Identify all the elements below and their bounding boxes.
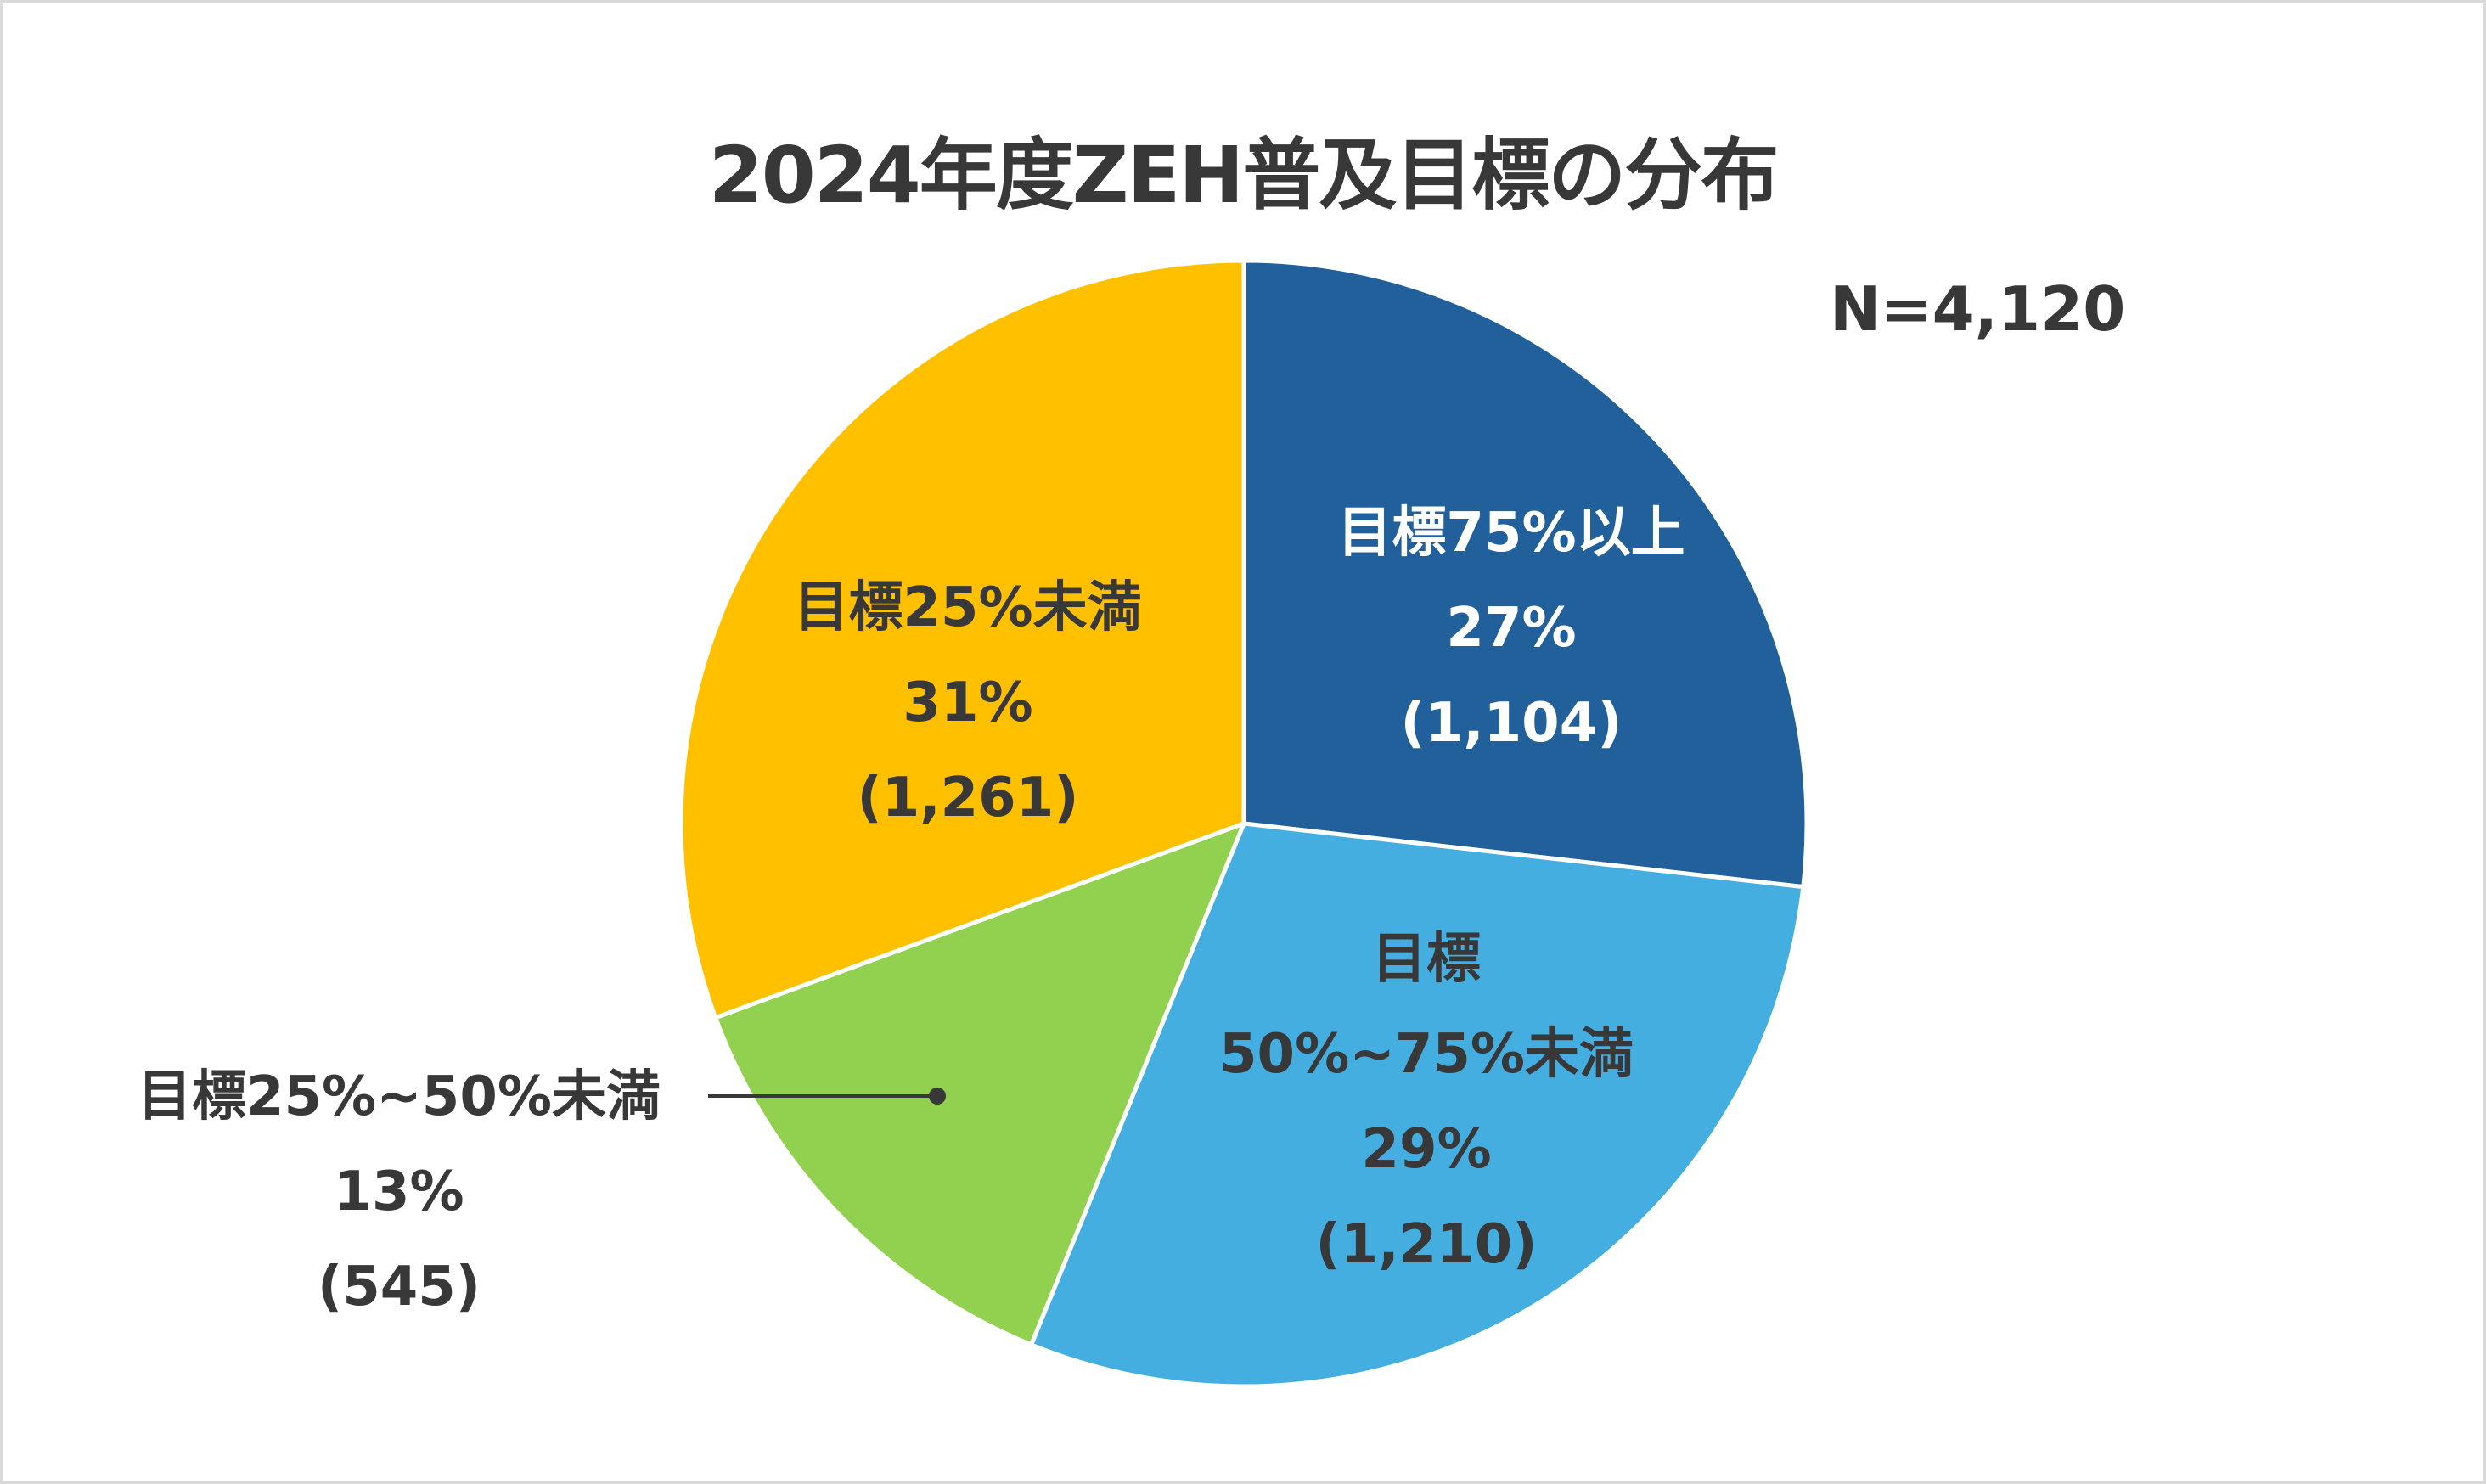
slice-percent: 29% (1361, 1118, 1492, 1181)
slice-name: 目標75%以上 (1337, 502, 1685, 565)
slice-name: 目標25%未満 (794, 576, 1142, 639)
slice-label-50-75: 目標 50%~75%未満 29% (1,210) (1206, 912, 1647, 1292)
slice-name: 目標25%~50%未満 (138, 1065, 661, 1128)
pie-slice (1029, 821, 1806, 1389)
slice-label-75-plus: 目標75%以上 27% (1,104) (1291, 486, 1732, 771)
chart-title: 2024年度ZEH普及目標の分布 (708, 130, 1780, 221)
pie-slice (1241, 258, 1809, 890)
slice-count: (1,104) (1400, 692, 1623, 755)
slice-count: (1,261) (857, 767, 1079, 829)
slice-percent: 31% (903, 672, 1033, 734)
slice-count: (545) (317, 1256, 481, 1318)
slice-label-under-25: 目標25%未満 31% (1,261) (747, 560, 1189, 846)
slice-name-line2: 50%~75%未満 (1219, 1023, 1634, 1086)
pie-slice (678, 258, 1246, 1020)
slice-label-25-50: 目標25%~50%未満 13% (545) (119, 1049, 679, 1335)
slice-percent: 13% (334, 1161, 464, 1223)
slice-count: (1,210) (1315, 1213, 1538, 1276)
slice-percent: 27% (1446, 597, 1577, 660)
leader-dot (929, 1088, 946, 1105)
slice-name-line1: 目標 (1372, 928, 1481, 991)
pie-slice (713, 821, 1246, 1347)
sample-size-annotation: N=4,120 (1830, 273, 2126, 345)
